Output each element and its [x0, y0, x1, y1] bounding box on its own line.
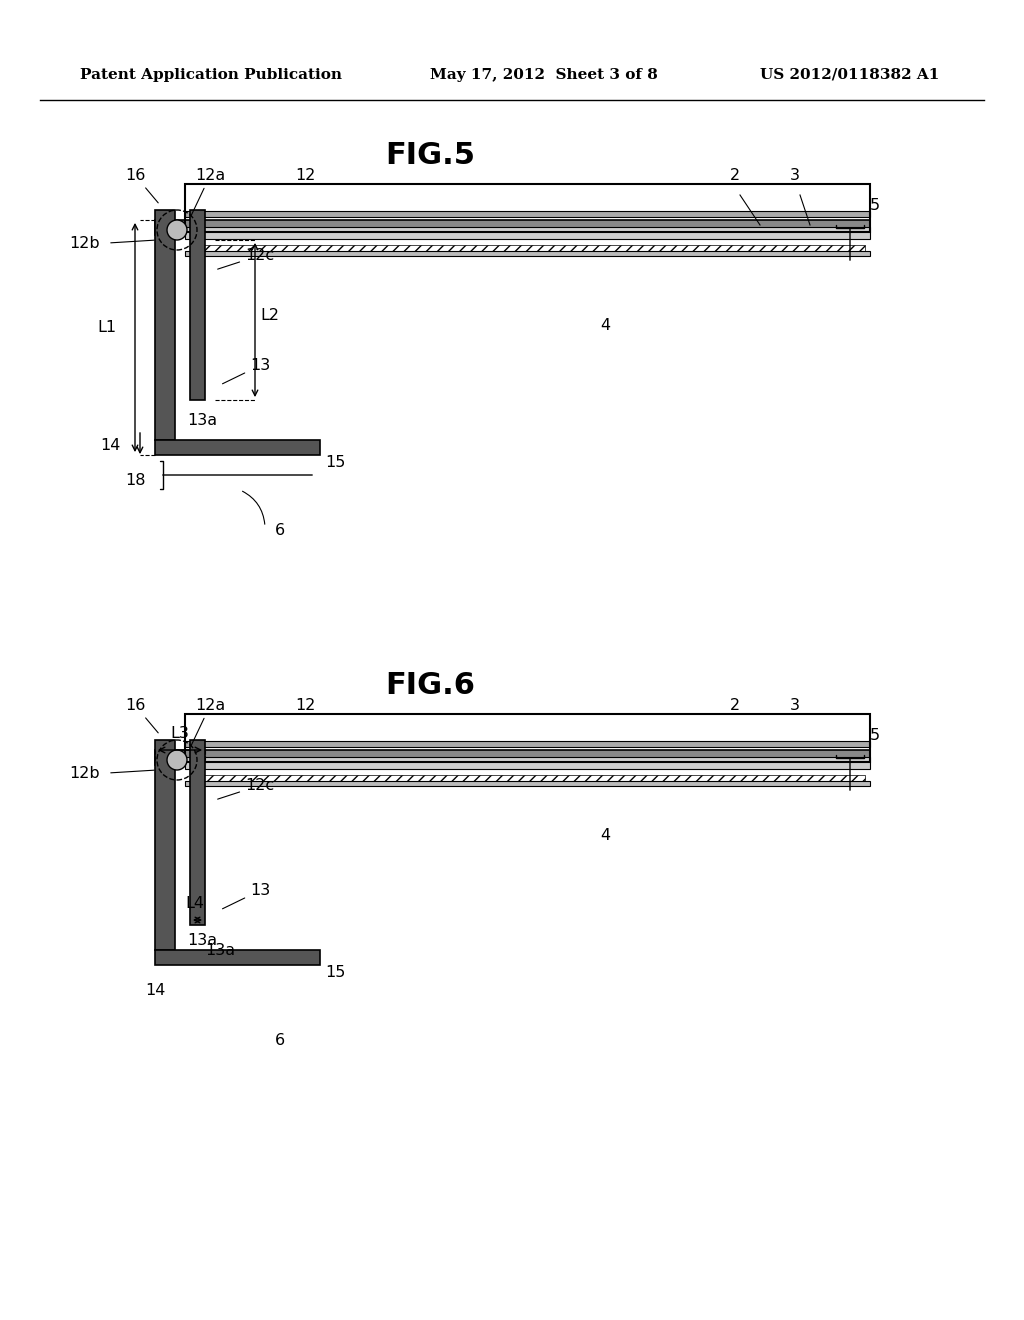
- Text: US 2012/0118382 A1: US 2012/0118382 A1: [760, 69, 939, 82]
- Text: 4: 4: [600, 828, 610, 843]
- Text: 14: 14: [100, 438, 121, 453]
- Text: L3: L3: [171, 726, 189, 741]
- Bar: [155, 950, 319, 965]
- Text: 12c: 12c: [218, 248, 274, 269]
- Text: 18: 18: [125, 473, 145, 488]
- Text: 12: 12: [295, 168, 315, 183]
- Bar: [185, 714, 870, 762]
- Bar: [155, 220, 870, 235]
- Text: 12a: 12a: [191, 168, 225, 215]
- Text: 2: 2: [730, 698, 740, 713]
- Text: Patent Application Publication: Patent Application Publication: [80, 69, 342, 82]
- Text: 6: 6: [274, 523, 285, 539]
- Text: 13a: 13a: [187, 933, 217, 948]
- Text: 13a: 13a: [187, 413, 217, 428]
- Text: L2: L2: [260, 308, 279, 323]
- Bar: [190, 246, 865, 251]
- Text: 6: 6: [274, 1034, 285, 1048]
- Text: 15: 15: [325, 455, 345, 470]
- Text: 13: 13: [222, 883, 270, 908]
- Text: May 17, 2012  Sheet 3 of 8: May 17, 2012 Sheet 3 of 8: [430, 69, 657, 82]
- Text: 15: 15: [325, 965, 345, 979]
- Text: 12a: 12a: [191, 698, 225, 746]
- Bar: [190, 741, 205, 925]
- Text: 5: 5: [870, 729, 880, 743]
- Bar: [190, 775, 865, 781]
- Text: 3: 3: [790, 698, 800, 713]
- Bar: [155, 440, 319, 455]
- Text: 14: 14: [145, 983, 165, 998]
- Text: 16: 16: [125, 168, 159, 203]
- Bar: [155, 750, 870, 766]
- Text: 2: 2: [730, 168, 740, 183]
- Bar: [185, 183, 870, 232]
- Text: 13: 13: [222, 358, 270, 384]
- Bar: [190, 210, 205, 400]
- Text: 12: 12: [295, 698, 315, 713]
- Bar: [185, 756, 870, 770]
- Text: 12b: 12b: [70, 236, 100, 251]
- Bar: [185, 251, 870, 256]
- Bar: [155, 210, 175, 440]
- Bar: [155, 741, 175, 950]
- Bar: [185, 781, 870, 785]
- Text: 5: 5: [870, 198, 880, 213]
- Text: FIG.6: FIG.6: [385, 671, 475, 700]
- Text: FIG.5: FIG.5: [385, 140, 475, 169]
- Text: L4: L4: [185, 896, 204, 911]
- Circle shape: [167, 750, 187, 770]
- Text: 3: 3: [790, 168, 800, 183]
- Text: 13a: 13a: [205, 942, 236, 958]
- Text: L1: L1: [97, 319, 117, 335]
- Bar: [185, 211, 870, 216]
- Bar: [185, 741, 870, 747]
- Text: 4: 4: [600, 318, 610, 333]
- Circle shape: [167, 220, 187, 240]
- Text: 12b: 12b: [70, 766, 100, 781]
- Text: 12c: 12c: [218, 777, 274, 799]
- Text: 16: 16: [125, 698, 159, 733]
- Bar: [185, 227, 870, 239]
